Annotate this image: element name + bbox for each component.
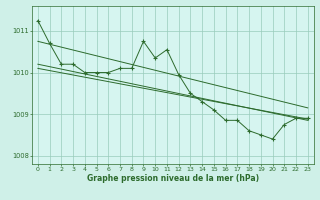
X-axis label: Graphe pression niveau de la mer (hPa): Graphe pression niveau de la mer (hPa) (87, 174, 259, 183)
